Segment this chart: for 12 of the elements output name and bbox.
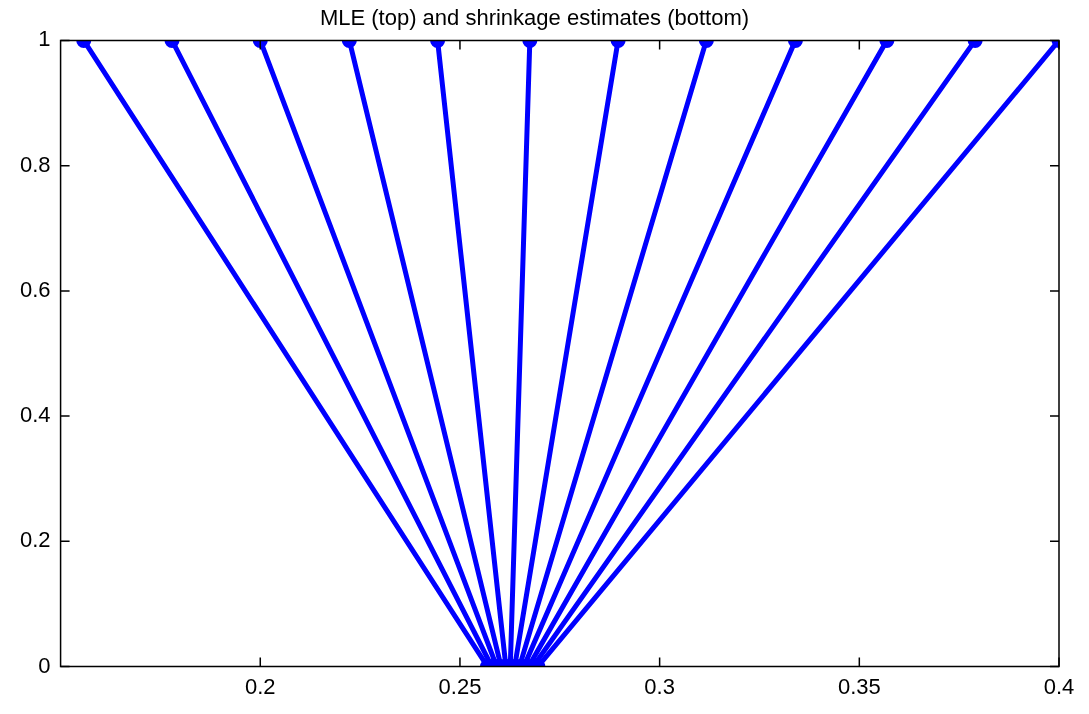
y-tick-label: 0.2 <box>19 527 51 553</box>
y-tick-label: 0.4 <box>19 402 51 428</box>
x-tick-label: 0.2 <box>244 673 276 699</box>
y-tick-label: 1 <box>38 26 51 52</box>
x-tick-label: 0.4 <box>1043 673 1075 699</box>
x-tick-label: 0.3 <box>644 673 675 699</box>
y-tick-label: 0.8 <box>19 151 51 177</box>
y-tick-label: 0.6 <box>19 276 51 302</box>
chart-title: MLE (top) and shrinkage estimates (bottom) <box>319 5 750 31</box>
y-tick-label: 0 <box>38 652 51 678</box>
x-tick-label: 0.35 <box>837 673 881 699</box>
x-tick-label: 0.25 <box>438 673 482 699</box>
